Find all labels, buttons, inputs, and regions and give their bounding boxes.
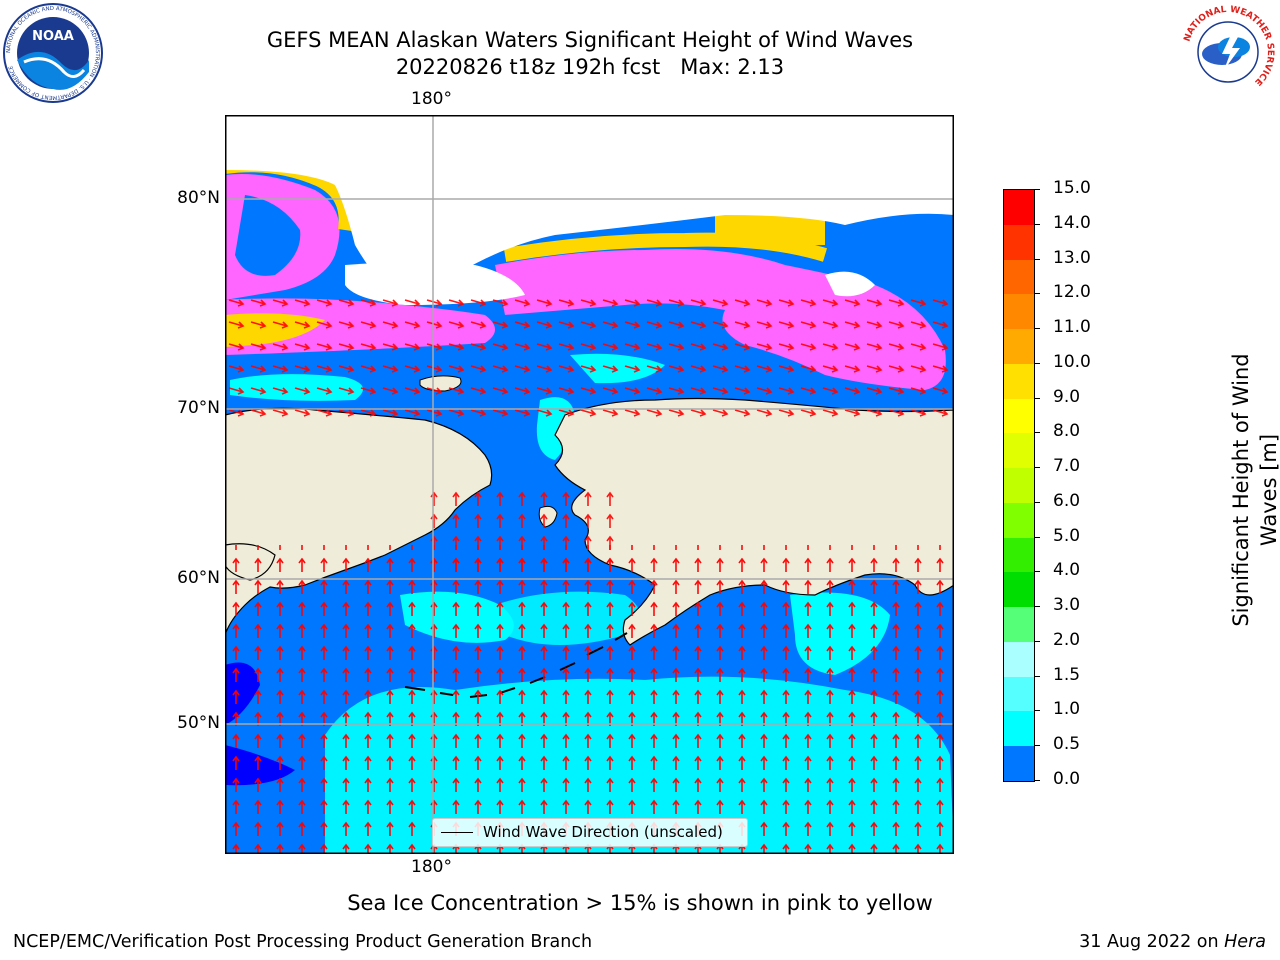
chart-title: GEFS MEAN Alaskan Waters Significant Hei…	[266, 28, 914, 52]
colorbar-tick-label: 6.0	[1053, 490, 1081, 511]
map-legend: Wind Wave Direction (unscaled)	[432, 818, 748, 847]
colorbar-tick-label: 0.0	[1053, 769, 1081, 789]
colorbar-segment	[1004, 641, 1034, 678]
colorbar-tick-label: 0.5	[1053, 734, 1081, 755]
lat-label-70: 70°N	[177, 398, 220, 418]
lon-label-bottom: 180°	[411, 857, 452, 877]
wind-arrows-north	[225, 545, 954, 854]
colorbar-segment	[1004, 433, 1034, 469]
colorbar-tick-label: 11.0	[1053, 317, 1091, 338]
lat-label-50: 50°N	[177, 713, 220, 733]
colorbar-tick-label: 8.0	[1053, 421, 1081, 442]
sea-ice-note: Sea Ice Concentration > 15% is shown in …	[347, 891, 933, 915]
colorbar-segment	[1004, 537, 1034, 573]
colorbar-tick-mark	[1034, 606, 1040, 608]
colorbar-segment	[1004, 607, 1034, 643]
colorbar-segment	[1004, 190, 1034, 226]
lat-label-60: 60°N	[177, 568, 220, 588]
colorbar-segment	[1004, 259, 1034, 295]
colorbar-tick-label: 12.0	[1053, 282, 1091, 303]
colorbar-tick-label: 7.0	[1053, 456, 1081, 477]
wave-height-map	[225, 115, 954, 854]
map-border	[225, 115, 954, 854]
sea-ice-gap	[235, 195, 301, 276]
wind-arrows-arctic	[225, 285, 954, 425]
colorbar-segment	[1004, 676, 1034, 712]
noaa-logo: NOAA NATIONAL OCEANIC AND ATMOSPHERIC AD…	[3, 3, 103, 103]
colorbar-title-line2: Waves [m]	[1257, 433, 1280, 547]
legend-label: Wind Wave Direction (unscaled)	[483, 823, 723, 841]
colorbar-tick-label: 9.0	[1053, 386, 1081, 407]
legend-line-sample	[441, 832, 473, 833]
colorbar-tick-label: 15.0	[1053, 178, 1091, 198]
colorbar-tick-label: 5.0	[1053, 525, 1081, 546]
footer-date-text: 31 Aug 2022 on	[1079, 932, 1225, 952]
colorbar-tick-mark	[1034, 223, 1040, 225]
footer-credit: NCEP/EMC/Verification Post Processing Pr…	[13, 932, 593, 952]
noaa-logo-text: NOAA	[32, 29, 74, 44]
colorbar-tick-mark	[1034, 745, 1040, 747]
colorbar-tick-mark	[1034, 397, 1040, 399]
colorbar-tick-mark	[1034, 640, 1040, 642]
colorbar-tick-mark	[1034, 780, 1040, 781]
lat-label-80: 80°N	[177, 188, 220, 208]
sea-ice-yellow-edge	[503, 232, 828, 262]
colorbar-tick-mark	[1034, 362, 1040, 364]
colorbar-segment	[1004, 398, 1034, 434]
colorbar-tick-mark	[1034, 467, 1040, 469]
colorbar-segment	[1004, 502, 1034, 539]
colorbar-tick-mark	[1034, 501, 1040, 503]
colorbar-tick-mark	[1034, 675, 1040, 677]
colorbar-title-line1: Significant Height of Wind	[1229, 353, 1253, 627]
colorbar-tick-label: 13.0	[1053, 247, 1091, 268]
footer-date: 31 Aug 2022 on Hera	[1079, 932, 1266, 952]
footer-host: Hera	[1224, 932, 1266, 952]
chart-subtitle: 20220826 t18z 192h fcst Max: 2.13	[395, 55, 785, 79]
colorbar-segment	[1004, 294, 1034, 330]
colorbar-segment	[1004, 329, 1034, 365]
colorbar-tick-label: 14.0	[1053, 212, 1091, 233]
colorbar-tick-label: 10.0	[1053, 351, 1091, 372]
map-panel	[225, 115, 954, 854]
no-data-arctic	[225, 115, 954, 301]
colorbar-title: Significant Height of Wind Waves [m]	[1082, 90, 1280, 626]
wind-arrows-bering	[425, 485, 625, 575]
colorbar-tick-mark	[1034, 432, 1040, 434]
nws-logo: NATIONAL WEATHER SERVICE	[1180, 4, 1276, 100]
colorbar-tick-label: 3.0	[1053, 595, 1081, 616]
colorbar-segment	[1004, 363, 1034, 400]
colorbar-tick-label: 2.0	[1053, 629, 1081, 650]
colorbar-segment	[1004, 746, 1034, 782]
colorbar-tick-mark	[1034, 189, 1040, 190]
lon-label-top: 180°	[411, 89, 452, 109]
colorbar-segment	[1004, 711, 1034, 747]
colorbar-tick-label: 1.0	[1053, 699, 1081, 720]
colorbar-tick-mark	[1034, 258, 1040, 260]
colorbar-tick-label: 1.5	[1053, 664, 1081, 685]
colorbar-segment	[1004, 572, 1034, 608]
colorbar-tick-mark	[1034, 710, 1040, 712]
colorbar-tick-label: 4.0	[1053, 560, 1081, 581]
colorbar-segment	[1004, 224, 1034, 260]
colorbar-tick-mark	[1034, 293, 1040, 295]
colorbar-tick-mark	[1034, 536, 1040, 538]
colorbar	[1003, 189, 1035, 782]
colorbar-tick-mark	[1034, 571, 1040, 573]
colorbar-segment	[1004, 468, 1034, 504]
colorbar-tick-mark	[1034, 328, 1040, 330]
